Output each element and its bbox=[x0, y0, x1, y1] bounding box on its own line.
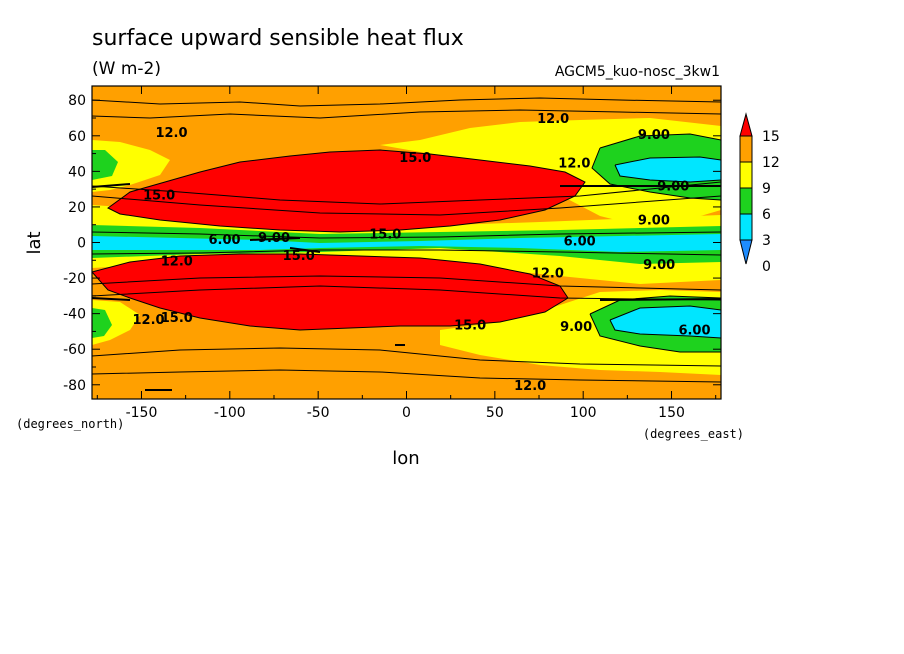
cyan-band-equator bbox=[92, 234, 721, 252]
x-tick-label: 100 bbox=[570, 405, 597, 421]
y-tick-label: 20 bbox=[68, 200, 86, 216]
chart-title: surface upward sensible heat flux bbox=[92, 26, 464, 51]
contour-label: 12.0 bbox=[155, 126, 187, 141]
colorbar-label: 12 bbox=[762, 155, 780, 171]
green-patch-south-west bbox=[92, 308, 112, 338]
contour-label: 9.00 bbox=[643, 258, 675, 273]
x-tick-label: -50 bbox=[307, 405, 330, 421]
contour-label: 12.0 bbox=[133, 313, 165, 328]
x-axis-label: lon bbox=[392, 448, 419, 469]
colorbar-label: 6 bbox=[762, 207, 771, 223]
x-tick-label: -100 bbox=[214, 405, 246, 421]
x-tick-label: 150 bbox=[658, 405, 685, 421]
experiment-name: AGCM5_kuo-nosc_3kw1 bbox=[555, 64, 720, 80]
colorbar-label: 9 bbox=[762, 181, 771, 197]
contour-label: 9.00 bbox=[258, 231, 290, 246]
contour-label: 12.0 bbox=[161, 254, 193, 269]
contour-lines-heavy bbox=[92, 183, 721, 391]
x-tick-label: 0 bbox=[402, 405, 411, 421]
red-core-north bbox=[108, 150, 585, 232]
x-axis-units: (degrees_east) bbox=[643, 427, 744, 441]
contour-label: 6.00 bbox=[678, 324, 710, 339]
colorbar-label: 15 bbox=[762, 129, 780, 145]
colorbar-swatch bbox=[739, 213, 753, 241]
cyan-patch-south-east bbox=[610, 306, 721, 338]
colorbar-extend-min bbox=[739, 239, 753, 265]
y-tick-label: 60 bbox=[68, 129, 86, 145]
contour-label: 12.0 bbox=[558, 156, 590, 171]
contour-label: 15.0 bbox=[399, 151, 431, 166]
colorbar: 0 3 6 9 12 15 bbox=[739, 112, 780, 275]
contour-label: 12.0 bbox=[537, 112, 569, 127]
contour-label: 15.0 bbox=[283, 249, 315, 264]
colorbar-swatch bbox=[739, 135, 753, 163]
colorbar-label: 3 bbox=[762, 233, 771, 249]
contour-label: 9.00 bbox=[657, 180, 689, 195]
yellow-band-north-west bbox=[92, 140, 170, 192]
contour-fill-layers bbox=[92, 97, 721, 391]
chart-units: (W m-2) bbox=[92, 59, 161, 79]
colorbar-label: 0 bbox=[762, 259, 771, 275]
contour-label: 15.0 bbox=[161, 311, 193, 326]
x-axis: -150 -100 -50 0 50 100 150 bbox=[96, 86, 717, 421]
contour-label: 9.00 bbox=[638, 128, 670, 143]
contour-label: 6.00 bbox=[208, 233, 240, 248]
y-tick-label: 40 bbox=[68, 164, 86, 180]
y-axis-label: lat bbox=[24, 231, 45, 254]
red-core-south bbox=[92, 254, 568, 330]
green-patch-north-west bbox=[92, 150, 118, 180]
x-tick-label: 50 bbox=[486, 405, 504, 421]
y-axis: 80 60 40 20 0 -20 -40 -60 -80 bbox=[63, 93, 721, 394]
colorbar-swatch bbox=[739, 161, 753, 189]
y-axis-units: (degrees_north) bbox=[16, 417, 124, 431]
contour-label: 9.00 bbox=[560, 320, 592, 335]
y-tick-label: -40 bbox=[63, 307, 86, 323]
y-tick-label: -20 bbox=[63, 271, 86, 287]
y-tick-label: -60 bbox=[63, 342, 86, 358]
y-tick-label: -80 bbox=[63, 378, 86, 394]
contour-label: 12.0 bbox=[532, 267, 564, 282]
colorbar-swatch bbox=[739, 187, 753, 215]
contour-lines bbox=[92, 97, 721, 383]
contour-label: 12.0 bbox=[514, 379, 546, 394]
y-tick-label: 80 bbox=[68, 93, 86, 109]
contour-label: 15.0 bbox=[369, 228, 401, 243]
cyan-patch-north-east bbox=[615, 157, 721, 182]
contour-label: 6.00 bbox=[564, 235, 596, 250]
colorbar-extend-max bbox=[739, 112, 753, 137]
x-tick-label: -150 bbox=[126, 405, 158, 421]
y-tick-label: 0 bbox=[77, 236, 86, 252]
contour-label: 9.00 bbox=[638, 213, 670, 228]
contour-label: 15.0 bbox=[454, 318, 486, 333]
contour-label: 15.0 bbox=[143, 188, 175, 203]
